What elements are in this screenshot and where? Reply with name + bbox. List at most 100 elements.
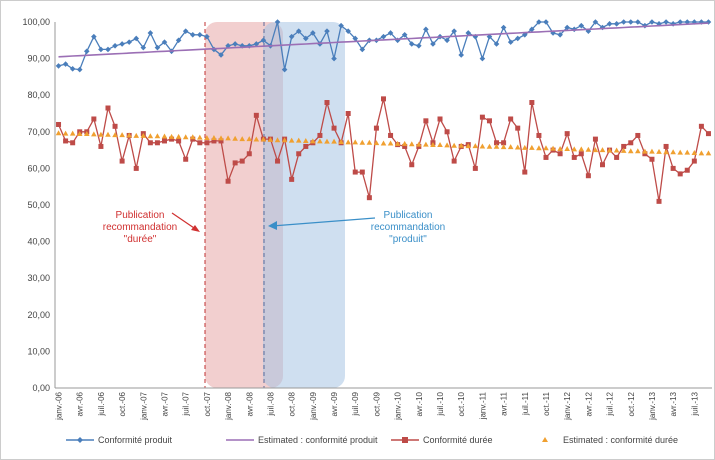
point (91, 33, 97, 40)
point (218, 52, 224, 58)
point (514, 35, 521, 42)
point (387, 140, 394, 146)
annotation: recommandation (103, 222, 177, 233)
point (119, 132, 125, 138)
point (197, 134, 203, 140)
point (182, 134, 189, 140)
point (359, 169, 365, 175)
x-tick-label: oct.-12 (627, 391, 636, 416)
point (394, 140, 401, 146)
point (691, 158, 697, 164)
x-tick-label: janv.-09 (309, 391, 318, 420)
arrowhead (268, 221, 277, 230)
point (606, 21, 613, 27)
x-tick-label: oct.-06 (118, 391, 127, 416)
y-tick-label: 40,00 (27, 237, 50, 247)
point (656, 21, 662, 27)
point (352, 139, 359, 145)
y-tick-label: 50,00 (27, 200, 50, 210)
point (359, 139, 366, 145)
x-tick-label: avr.-09 (330, 391, 339, 416)
point (543, 19, 549, 25)
point (423, 141, 429, 147)
point (451, 28, 457, 34)
point (656, 148, 662, 154)
y-tick-label: 0,00 (32, 383, 50, 393)
point (197, 140, 203, 146)
point (564, 146, 570, 152)
point (479, 143, 486, 149)
point (642, 151, 648, 157)
point (486, 33, 493, 40)
point (500, 24, 507, 31)
x-tick-label: janv.-12 (563, 391, 572, 420)
point (649, 19, 655, 25)
point (522, 169, 528, 175)
point (296, 151, 302, 157)
point (514, 144, 521, 150)
x-tick-label: juil.-09 (351, 391, 360, 416)
annotation: "produit" (389, 234, 427, 245)
point (246, 151, 252, 157)
point (246, 136, 253, 142)
point (613, 147, 620, 153)
point (98, 143, 104, 149)
point (642, 148, 648, 154)
point (585, 28, 592, 34)
point (529, 26, 535, 33)
point (281, 66, 288, 73)
legend-swatch (542, 437, 548, 442)
point (585, 173, 591, 179)
point (627, 148, 634, 154)
point (76, 130, 83, 136)
point (472, 143, 479, 149)
point (147, 140, 153, 146)
x-tick-label: janv.-06 (55, 391, 64, 420)
point (451, 142, 457, 148)
point (225, 42, 231, 49)
point (359, 46, 366, 53)
point (310, 30, 316, 36)
point (204, 33, 210, 40)
point (133, 35, 140, 42)
point (253, 112, 259, 118)
point (614, 154, 620, 160)
point (105, 131, 111, 137)
point (606, 147, 613, 153)
point (599, 24, 606, 31)
point (133, 165, 139, 171)
point (232, 135, 238, 141)
point (592, 19, 599, 25)
point (472, 33, 479, 40)
point (112, 123, 118, 129)
point (628, 140, 634, 146)
x-tick-label: juil.-10 (436, 391, 445, 416)
point (345, 139, 351, 145)
point (458, 142, 465, 148)
point (557, 151, 563, 157)
y-tick-label: 70,00 (27, 127, 50, 137)
y-tick-label: 10,00 (27, 346, 50, 356)
point (189, 32, 196, 38)
point (500, 144, 507, 150)
point (274, 19, 281, 25)
point (161, 133, 168, 139)
point (557, 146, 563, 152)
point (331, 138, 337, 144)
point (423, 118, 429, 124)
point (613, 21, 620, 27)
point (437, 141, 443, 147)
point (133, 132, 140, 138)
point (444, 142, 450, 148)
point (366, 139, 373, 145)
point (274, 137, 281, 143)
point (62, 61, 69, 67)
point (232, 160, 238, 166)
point (69, 66, 76, 72)
x-tick-label: juil.-07 (182, 391, 191, 416)
x-tick-label: oct.-09 (372, 391, 381, 416)
point (338, 139, 344, 145)
point (543, 154, 549, 160)
x-tick-label: avr.-07 (161, 391, 170, 416)
